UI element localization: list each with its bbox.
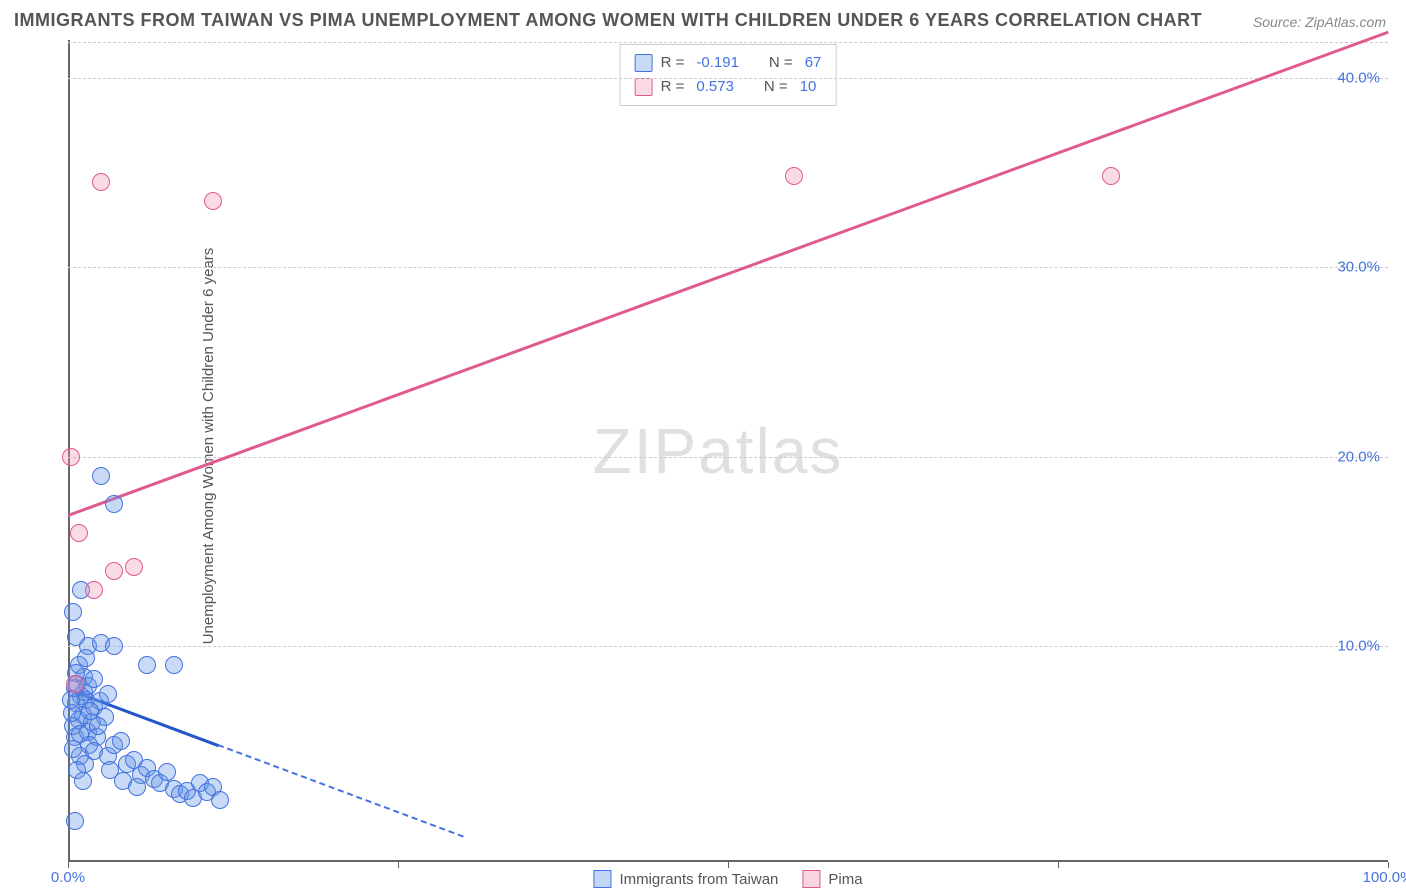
data-point	[62, 448, 80, 466]
plot-area: R =-0.191N =67R =0.573N =10 Immigrants f…	[68, 40, 1388, 862]
data-point	[112, 732, 130, 750]
chart-area: ZIPatlas R =-0.191N =67R =0.573N =10 Imm…	[48, 40, 1388, 862]
gridline	[68, 646, 1388, 647]
data-point	[785, 167, 803, 185]
x-tick	[68, 862, 69, 868]
data-point	[165, 656, 183, 674]
x-tick	[1388, 862, 1389, 868]
data-point	[99, 685, 117, 703]
legend-label-pink: Pima	[828, 871, 862, 888]
data-point	[89, 717, 107, 735]
data-point	[1102, 167, 1120, 185]
r-value: -0.191	[696, 51, 739, 75]
data-point	[92, 467, 110, 485]
data-point	[85, 670, 103, 688]
legend-swatch	[635, 78, 653, 96]
data-point	[158, 763, 176, 781]
source-label: Source: ZipAtlas.com	[1253, 14, 1386, 30]
gridline	[68, 267, 1388, 268]
series-legend: Immigrants from Taiwan Pima	[593, 870, 862, 888]
y-tick-label: 30.0%	[1337, 259, 1380, 276]
chart-title: IMMIGRANTS FROM TAIWAN VS PIMA UNEMPLOYM…	[14, 10, 1202, 31]
n-value: 67	[805, 51, 822, 75]
data-point	[77, 649, 95, 667]
x-tick	[728, 862, 729, 868]
data-point	[74, 772, 92, 790]
data-point	[105, 562, 123, 580]
data-point	[66, 675, 84, 693]
legend-item-pink: Pima	[802, 870, 862, 888]
data-point	[128, 778, 146, 796]
legend-swatch-pink	[802, 870, 820, 888]
data-point	[70, 524, 88, 542]
data-point	[67, 628, 85, 646]
legend-item-blue: Immigrants from Taiwan	[593, 870, 778, 888]
legend-swatch-blue	[593, 870, 611, 888]
gridline	[68, 42, 1388, 43]
data-point	[105, 495, 123, 513]
data-point	[85, 581, 103, 599]
x-tick	[1058, 862, 1059, 868]
y-tick-label: 40.0%	[1337, 69, 1380, 86]
data-point	[125, 558, 143, 576]
data-point	[211, 791, 229, 809]
legend-swatch	[635, 54, 653, 72]
legend-label-blue: Immigrants from Taiwan	[619, 871, 778, 888]
data-point	[138, 656, 156, 674]
y-tick-label: 10.0%	[1337, 638, 1380, 655]
x-tick-label: 0.0%	[51, 869, 85, 886]
gridline	[68, 457, 1388, 458]
data-point	[92, 173, 110, 191]
gridline	[68, 78, 1388, 79]
y-tick-label: 20.0%	[1337, 448, 1380, 465]
x-tick	[398, 862, 399, 868]
r-label: R =	[661, 51, 685, 75]
data-point	[64, 603, 82, 621]
data-point	[105, 637, 123, 655]
legend-row: R = -0.191 N = 67	[635, 51, 822, 75]
data-point	[62, 691, 80, 709]
data-point	[66, 812, 84, 830]
trend-line	[218, 744, 464, 838]
data-point	[71, 725, 89, 743]
correlation-legend: R =-0.191N =67R =0.573N =10	[620, 44, 837, 106]
data-point	[204, 192, 222, 210]
x-tick-label: 100.0%	[1363, 869, 1406, 886]
n-label: N =	[769, 51, 793, 75]
